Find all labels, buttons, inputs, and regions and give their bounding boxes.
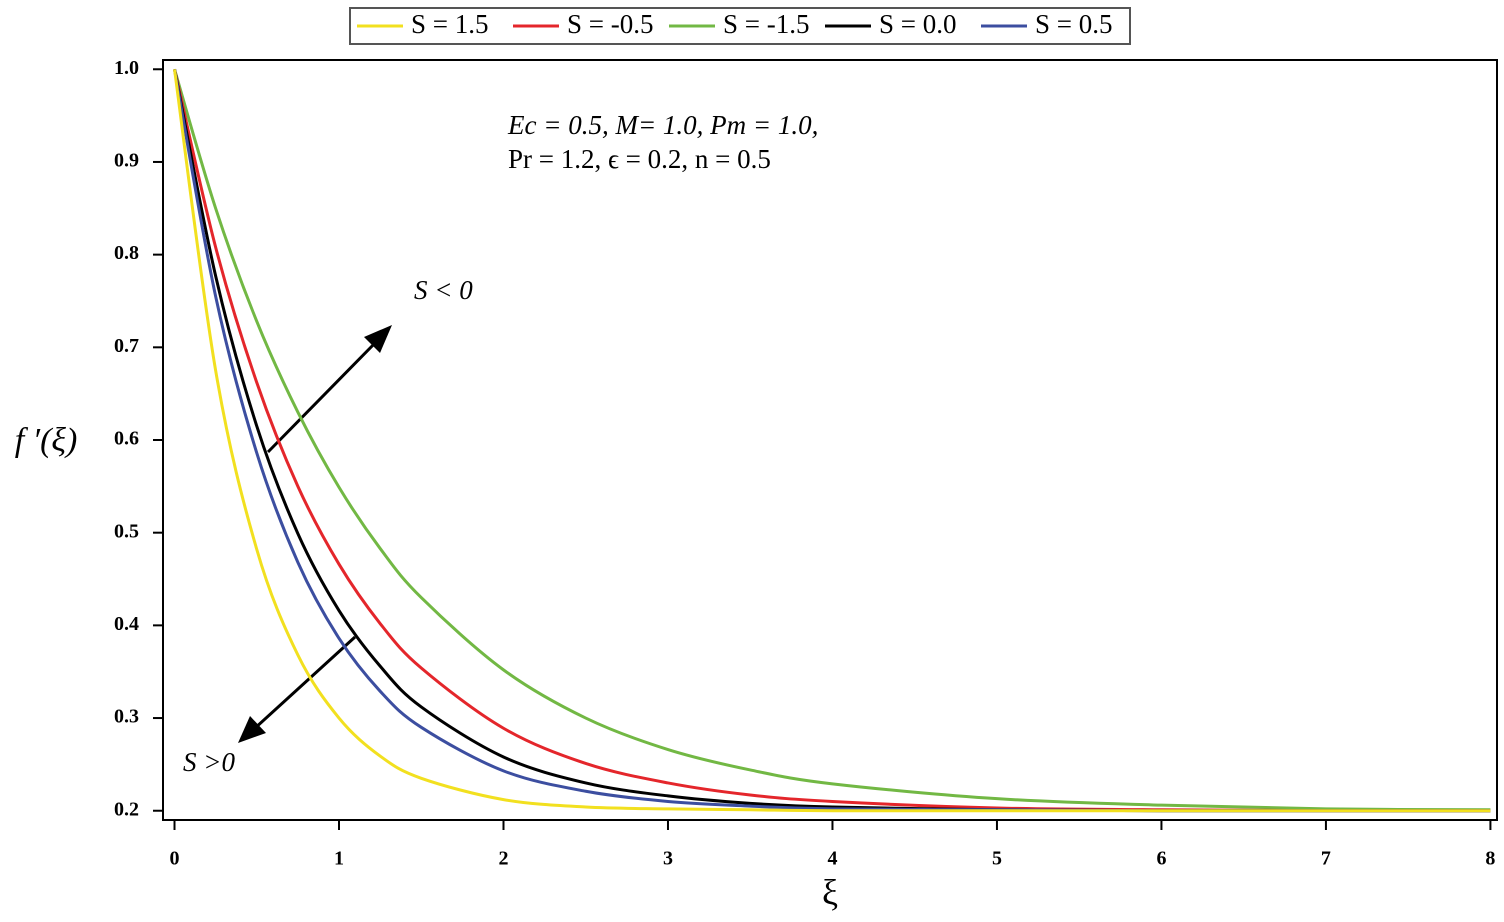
arrow [238,635,357,743]
y-axis-label: f ′(ξ) [15,422,78,459]
arrow [266,325,392,454]
y-tick-label: 0.2 [114,798,139,820]
x-tick-label: 8 [1485,848,1495,870]
y-tick-label: 0.6 [114,428,139,450]
data-line [173,69,1491,813]
y-tick-label: 1.0 [114,57,139,79]
y-tick-label: 0.4 [114,613,139,635]
plot-frame [162,59,1498,821]
y-tick-label: 0.3 [114,706,139,728]
legend-label: S = 0.5 [1035,9,1113,39]
trend-label: S < 0 [414,275,473,305]
trend-label: S >0 [183,747,235,777]
x-tick-label: 3 [663,848,673,870]
data-line [173,68,1491,813]
data-line [173,68,1491,813]
x-axis-label: ξ [822,872,838,912]
x-tick-label: 5 [992,848,1002,870]
y-tick-label: 0.7 [114,335,139,357]
parameter-note: Ec = 0.5, M= 1.0, Pm = 1.0, [507,110,818,140]
parameter-note: Pr = 1.2, ϵ = 0.2, n = 0.5 [508,144,771,174]
legend-label: S = -1.5 [723,9,809,39]
data-line [173,69,1491,813]
data-line [173,68,1491,812]
x-tick-label: 0 [170,848,180,870]
legend-label: S = -0.5 [567,9,653,39]
x-tick-label: 1 [334,848,344,870]
x-tick-label: 4 [827,848,837,870]
y-tick-label: 0.9 [114,150,139,172]
y-tick-label: 0.8 [114,242,139,264]
y-tick-label: 0.5 [114,520,139,542]
legend-label: S = 0.0 [879,9,957,39]
x-tick-label: 2 [498,848,508,870]
legend-label: S = 1.5 [411,9,489,39]
x-tick-label: 6 [1156,848,1166,870]
x-tick-label: 7 [1321,848,1331,870]
